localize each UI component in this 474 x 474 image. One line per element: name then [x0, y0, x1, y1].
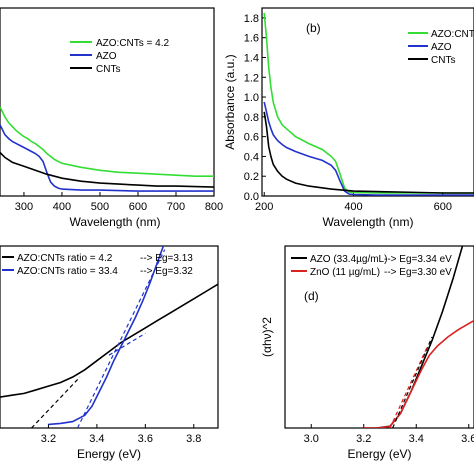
- legend-entry: AZO:CNTs ratio = 33.4: [17, 266, 118, 277]
- tangent-line-2: [108, 332, 146, 356]
- y-tick-label: 0.2: [244, 171, 259, 183]
- y-tick-label: 1.8: [244, 13, 259, 25]
- chart-panel-b: 200 400 600 0.0 0.2 0.4 0.6 0.8 1.0 1.2 1.4 1.6 1.8 W…: [223, 7, 474, 229]
- series-line-1: [263, 101, 474, 196]
- series-group: [0, 246, 218, 428]
- tangent-line-0: [392, 336, 433, 428]
- x-tick-label: 400: [344, 201, 362, 213]
- y-axis-label: Absorbance (a.u.): [223, 54, 237, 149]
- series-group: [363, 246, 474, 428]
- legend-note: --> Eg=3.34 eV: [384, 254, 452, 265]
- tangent-line-1: [76, 249, 166, 428]
- plot-frame: [0, 245, 219, 429]
- legend-entry: AZO: [431, 42, 452, 53]
- y-tick-label: 0.6: [244, 132, 259, 144]
- chart-panel-c: 3.2 3.4 3.6 3.8 Energy (eV) AZO:CNTs ratio = …: [0, 245, 219, 461]
- x-axis-label: Wavelength (nm): [323, 215, 414, 229]
- tangent-line-0: [31, 376, 81, 428]
- series-line-0: [0, 106, 214, 177]
- legend-entry: AZO:CNTs: [431, 29, 474, 40]
- legend: AZO:CNTs = 4.2 AZO CNTs: [70, 38, 170, 75]
- y-tick-label: 1.4: [244, 52, 259, 64]
- series-line-1: [363, 319, 474, 428]
- y-axis-label: (αhν)^2: [260, 317, 274, 357]
- series-line-1: [0, 124, 214, 192]
- plot-frame: [0, 7, 215, 197]
- panel-label: (d): [304, 289, 319, 303]
- plot-frame: [261, 7, 474, 197]
- x-tick-label: 3.2: [41, 433, 56, 445]
- x-tick-label: 500: [91, 201, 109, 213]
- chart-panel-a: 300 400 500 600 700 800 Wavelength (nm) AZO:CNT…: [0, 7, 223, 229]
- x-tick-label: 600: [129, 201, 147, 213]
- y-tick-label: 0.4: [244, 151, 259, 163]
- x-tick-label: 3.2: [356, 433, 371, 445]
- series-group: [0, 106, 214, 192]
- x-axis-label: Wavelength (nm): [70, 215, 161, 229]
- legend: AZO:CNTs ratio = 4.2 --> Eg=3.13 AZO:CNTs …: [2, 253, 193, 277]
- x-tick-label: 3.0: [304, 433, 319, 445]
- x-axis-label: Energy (eV): [77, 447, 141, 461]
- legend-entry: CNTs: [96, 64, 120, 75]
- series-group: [263, 12, 474, 196]
- legend: AZO (33.4µg/mL)--> Eg=3.34 eV ZnO (11 µg/…: [291, 254, 452, 278]
- legend-entry: CNTs: [431, 55, 455, 66]
- x-tick-label: 600: [434, 201, 452, 213]
- x-tick-label: 3.6: [138, 433, 153, 445]
- legend: AZO:CNTs AZO CNTs: [408, 29, 474, 66]
- x-tick-label: 700: [167, 201, 185, 213]
- y-tick-label: 1.0: [244, 92, 259, 104]
- legend-entry: AZO (33.4µg/mL): [310, 254, 387, 265]
- x-tick-label: 300: [15, 201, 33, 213]
- series-line-0: [263, 12, 474, 194]
- y-tick-label: 1.6: [244, 33, 259, 45]
- x-axis-label: Energy (eV): [347, 447, 411, 461]
- series-line-2: [263, 111, 474, 194]
- x-tick-label: 200: [255, 201, 273, 213]
- legend-entry: AZO: [96, 51, 117, 62]
- y-tick-label: 1.2: [244, 72, 259, 84]
- series-line-2: [0, 151, 214, 188]
- legend-note: --> Eg=3.32: [140, 266, 193, 277]
- panel-label: (b): [306, 21, 321, 35]
- x-tick-label: 400: [53, 201, 71, 213]
- legend-note: --> Eg=3.13: [140, 253, 193, 264]
- legend-entry: AZO:CNTs = 4.2: [96, 38, 170, 49]
- series-line-1: [48, 246, 165, 426]
- x-tick-label: 3.4: [409, 433, 424, 445]
- x-tick-label: 3.8: [186, 433, 201, 445]
- legend-note: --> Eg=3.30 eV: [384, 267, 452, 278]
- y-tick-label: 0.8: [244, 112, 259, 124]
- x-tick-label: 3.6: [461, 433, 474, 445]
- legend-entry: ZnO (11 µg/mL): [310, 267, 380, 278]
- x-tick-label: 800: [205, 201, 223, 213]
- y-tick-label: 0.0: [244, 191, 259, 203]
- x-tick-label: 3.4: [89, 433, 104, 445]
- chart-panel-d: 3.0 3.2 3.4 3.6 Energy (eV) (αhν)^2 (d) AZO (33…: [260, 245, 474, 461]
- series-line-0: [0, 283, 218, 398]
- legend-entry: AZO:CNTs ratio = 4.2: [17, 253, 113, 264]
- tangent-line-1: [389, 347, 428, 428]
